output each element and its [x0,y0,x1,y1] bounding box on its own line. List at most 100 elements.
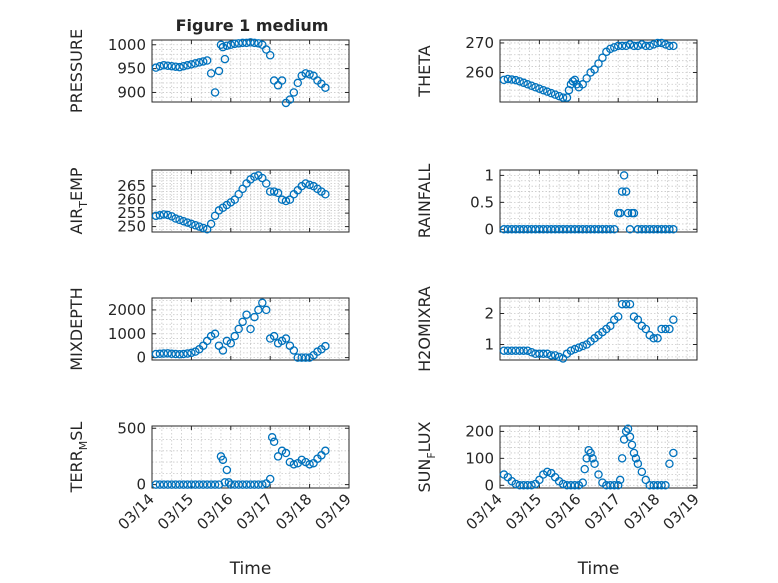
data-point [163,61,173,71]
data-point [301,179,310,188]
x-tick-label: 03/15 [154,490,197,533]
data-point [527,225,536,234]
y-tick-label: 1000 [108,36,146,54]
x-tick-label: 03/18 [620,490,663,533]
data-point [515,225,524,234]
y-axis-label: H2OMIXRA [415,286,434,372]
data-point [590,65,599,74]
y-tick-label: 1000 [108,325,146,343]
data-point [665,225,674,234]
y-tick-label: 100 [465,449,494,467]
data-point [230,480,239,489]
data-point [546,351,556,360]
data-point [511,225,521,234]
data-point [258,173,267,183]
data-point [238,480,247,489]
data-point [202,480,212,489]
data-point [206,480,216,489]
data-point [627,440,637,450]
data-point [610,481,619,490]
data-point [578,478,587,487]
data-point [562,225,572,234]
y-axis-label: SUNFLUX [415,421,438,492]
y-tick-label: 250 [117,218,146,236]
y-tick-label: 0 [484,220,494,238]
data-point [657,481,666,490]
data-point [590,459,599,468]
data-point [195,480,204,489]
axes-frame [499,169,698,233]
data-point [254,39,263,48]
data-point [645,481,654,490]
data-point [281,448,291,458]
data-point [267,433,277,442]
y-axis-label: PRESSURE [67,29,86,113]
data-point [531,82,540,92]
data-point [507,346,517,355]
data-point [163,349,173,358]
data-point [590,225,599,234]
data-point [499,346,509,355]
data-point [155,211,165,220]
data-point [230,331,239,341]
data-point [187,480,196,489]
data-point [602,225,611,234]
data-point [623,208,633,218]
data-point [277,76,287,85]
data-point [230,195,239,204]
data-point [226,480,236,489]
y-axis-label: AIRTEMP [67,167,90,234]
data-point [558,225,568,234]
data-point [531,349,540,359]
y-tick-label: 1 [484,336,494,354]
data-point [535,84,544,93]
data-point [615,475,625,485]
data-point [598,225,607,234]
data-point [220,54,230,64]
data-point [629,208,639,218]
data-point [554,225,564,234]
data-point [167,480,176,489]
data-point [515,77,524,86]
data-point [535,475,544,485]
data-point [653,38,662,48]
data-point [305,180,314,190]
panel-h2omixra: 1 2 H2OMIXRA [415,286,698,372]
data-point [171,480,180,489]
data-point [321,83,330,92]
data-point [262,45,271,54]
x-axis-label: Time [577,559,620,579]
y-tick-label: 200 [465,422,494,440]
data-point [543,87,552,96]
x-tick-label: 03/17 [233,490,276,533]
axes-frame [499,297,698,361]
data-point [159,480,169,489]
data-point [167,61,176,71]
data-point [265,187,275,196]
data-point [574,343,584,352]
data-point [649,225,658,234]
data-point [623,424,633,433]
data-point [606,44,615,54]
data-point [301,353,310,362]
data-point [226,339,236,348]
data-point [621,41,631,51]
x-tick-label: 03/15 [502,490,545,533]
data-point [625,299,635,309]
data-point [617,41,627,51]
data-point [218,42,228,52]
series-markers [151,38,330,108]
series-markers [151,171,330,234]
data-point [564,85,574,95]
data-point [246,38,255,47]
data-point [321,190,330,199]
data-point [617,299,627,309]
data-point [586,448,595,458]
data-point [546,225,556,234]
data-point [511,346,521,355]
data-point [171,214,180,223]
data-point [653,334,662,343]
data-point [566,225,576,234]
data-point [631,454,641,463]
data-point [210,329,220,339]
